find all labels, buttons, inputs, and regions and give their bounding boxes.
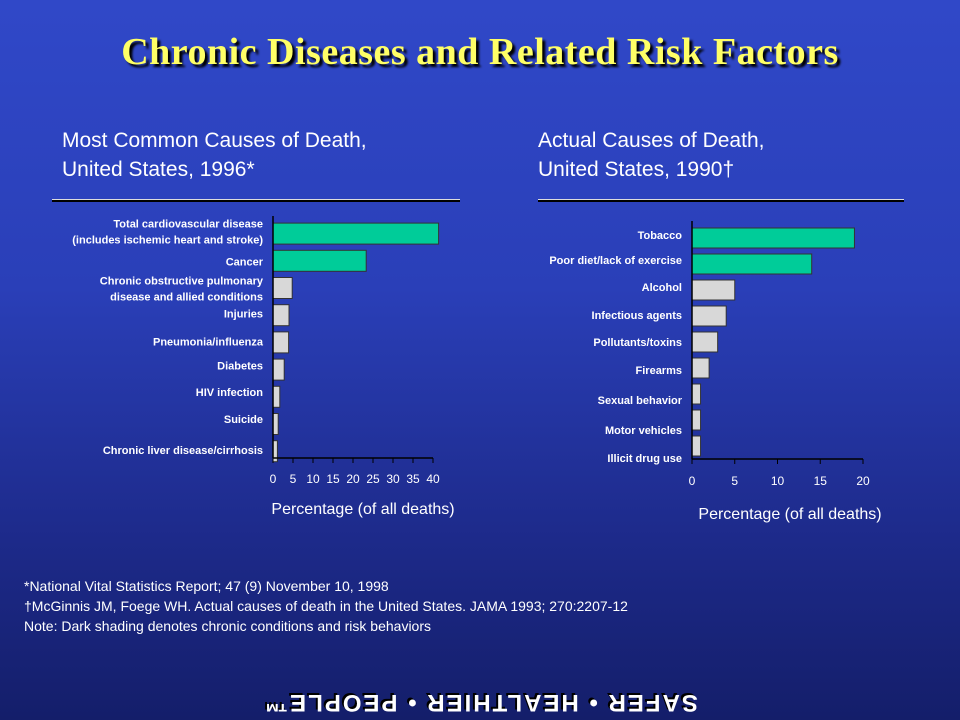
left-bar — [272, 385, 281, 408]
left-category-label: Chronic liver disease/cirrhosis — [103, 445, 263, 457]
left-x-tick-label: 10 — [306, 472, 320, 486]
right-bar — [691, 331, 719, 353]
right-bar — [691, 435, 702, 457]
left-category-label: Diabetes — [217, 361, 263, 373]
right-divider — [538, 200, 904, 202]
right-category-label: Pollutants/toxins — [593, 337, 682, 349]
right-bar — [691, 409, 702, 431]
right-bar — [691, 227, 855, 249]
right-x-axis-label: Percentage (of all deaths) — [698, 506, 881, 523]
left-category-label: Suicide — [224, 414, 263, 426]
left-bar — [272, 331, 290, 354]
page-title: Chronic Diseases and Related Risk Factor… — [121, 31, 839, 73]
left-divider — [52, 200, 460, 202]
right-category-label: Poor diet/lack of exercise — [549, 255, 682, 267]
right-bar — [691, 253, 813, 275]
left-category-label: Cancer — [226, 257, 264, 269]
left-category-label: Total cardiovascular disease (includes is… — [72, 219, 263, 247]
right-subtitle-line-1: Actual Causes of Death, — [538, 129, 765, 152]
right-category-label: Motor vehicles — [605, 425, 682, 437]
right-x-tick-label: 20 — [856, 474, 870, 488]
left-x-tick-label: 25 — [366, 472, 380, 486]
right-x-tick-label: 10 — [771, 474, 785, 488]
right-category-label: Illicit drug use — [607, 453, 682, 465]
left-x-tick-label: 5 — [290, 472, 297, 486]
left-subtitle-line-1: Most Common Causes of Death, — [62, 129, 367, 152]
footnote-3: Note: Dark shading denotes chronic condi… — [24, 618, 432, 634]
right-x-tick-label: 0 — [689, 474, 696, 488]
left-bar — [272, 222, 440, 245]
left-x-tick-label: 35 — [406, 472, 420, 486]
footer-logo-text: SAFER • HEALTHIER • PEOPLE™ — [262, 689, 698, 716]
left-category-label: HIV infection — [196, 387, 264, 399]
right-category-label: Sexual behavior — [598, 395, 683, 407]
left-bar — [272, 249, 367, 272]
left-x-tick-label: 0 — [270, 472, 277, 486]
right-bar — [691, 357, 710, 379]
left-bar — [272, 358, 285, 381]
left-category-label: Injuries — [224, 309, 263, 321]
right-chart-subtitle: Actual Causes of Death, United States, 1… — [538, 126, 764, 184]
footnotes: *National Vital Statistics Report; 47 (9… — [24, 576, 628, 636]
right-category-label: Firearms — [636, 365, 682, 377]
footnote-1: *National Vital Statistics Report; 47 (9… — [24, 578, 389, 594]
right-category-label: Alcohol — [642, 282, 682, 294]
left-x-tick-label: 20 — [346, 472, 360, 486]
left-x-tick-label: 40 — [426, 472, 440, 486]
left-category-label: Chronic obstructive pulmonary disease and… — [100, 276, 264, 304]
left-category-label: Pneumonia/influenza — [153, 337, 264, 349]
left-x-axis-label: Percentage (of all deaths) — [271, 501, 454, 518]
left-subtitle-line-2: United States, 1996* — [62, 158, 255, 181]
right-x-tick-label: 5 — [731, 474, 738, 488]
left-x-tick-label: 30 — [386, 472, 400, 486]
left-chart-subtitle: Most Common Causes of Death, United Stat… — [62, 126, 367, 184]
right-subtitle-line-2: United States, 1990† — [538, 158, 735, 181]
footnote-2: †McGinnis JM, Foege WH. Actual causes of… — [24, 598, 628, 614]
left-bar — [272, 304, 290, 327]
left-bar — [272, 277, 293, 299]
right-bar — [691, 279, 736, 301]
left-x-tick-label: 15 — [326, 472, 340, 486]
right-category-label: Infectious agents — [592, 310, 682, 322]
left-bar — [272, 413, 279, 435]
right-bar — [691, 383, 702, 405]
right-x-tick-label: 15 — [814, 474, 828, 488]
right-category-label: Tobacco — [638, 230, 683, 242]
right-bar — [691, 305, 727, 327]
